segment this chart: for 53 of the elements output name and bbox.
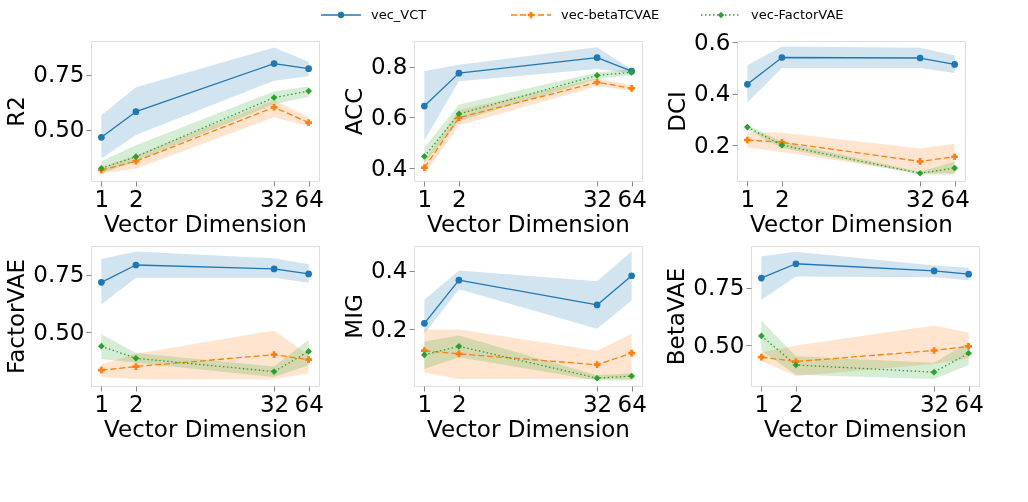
y-axis-title: MIG: [340, 294, 367, 339]
y-tick-label: 0.50: [33, 318, 85, 345]
y-axis-title: R2: [3, 96, 30, 127]
x-tick-label: 32: [259, 390, 290, 417]
x-axis-title: Vector Dimension: [104, 210, 307, 237]
x-tick-label: 32: [582, 390, 613, 417]
x-axis-title: Vector Dimension: [427, 210, 630, 237]
x-tick-label: 2: [129, 185, 144, 212]
y-tick-label: 0.6: [693, 28, 731, 55]
y-tick-label: 0.75: [33, 61, 85, 88]
x-tick-label: 32: [905, 185, 936, 212]
y-axis-title: FactorVAE: [3, 259, 30, 374]
x-tick-label: 1: [94, 390, 110, 417]
y-axis-title: DCI: [663, 91, 690, 132]
x-tick-label: 2: [452, 185, 467, 212]
x-tick-label: 64: [294, 390, 324, 417]
x-tick-label: 32: [582, 185, 613, 212]
y-tick-label: 0.75: [33, 261, 85, 288]
y-tick-label: 0.4: [370, 154, 408, 181]
y-tick-label: 0.75: [693, 274, 745, 301]
y-tick-label: 0.2: [693, 131, 731, 158]
x-tick-label: 64: [617, 390, 647, 417]
y-tick-label: 0.4: [693, 80, 731, 107]
x-tick-label: 1: [417, 185, 433, 212]
x-tick-label: 2: [452, 390, 467, 417]
x-tick-label: 1: [94, 185, 110, 212]
y-axis-title: ACC: [340, 87, 367, 136]
y-tick-label: 0.50: [693, 331, 745, 358]
legend-label: vec_VCT: [371, 7, 427, 22]
x-tick-label: 64: [294, 185, 324, 212]
legend-label: vec-betaTCVAE: [561, 7, 660, 22]
y-tick-label: 0.6: [370, 103, 408, 130]
x-tick-label: 64: [940, 185, 970, 212]
x-tick-label: 2: [789, 390, 804, 417]
y-axis-title: BetaVAE: [663, 267, 690, 366]
y-tick-label: 0.50: [33, 116, 85, 143]
x-tick-label: 32: [919, 390, 950, 417]
y-tick-label: 0.8: [370, 53, 408, 80]
x-axis-title: Vector Dimension: [427, 415, 630, 442]
y-tick-label: 0.4: [370, 257, 408, 284]
y-tick-label: 0.2: [370, 315, 408, 342]
x-tick-label: 64: [617, 185, 647, 212]
x-axis-title: Vector Dimension: [764, 415, 967, 442]
x-tick-label: 2: [775, 185, 790, 212]
x-axis-title: Vector Dimension: [104, 415, 307, 442]
x-axis-title: Vector Dimension: [750, 210, 953, 237]
x-tick-label: 2: [129, 390, 144, 417]
x-tick-label: 64: [954, 390, 984, 417]
x-tick-label: 32: [259, 185, 290, 212]
x-tick-label: 1: [754, 390, 770, 417]
x-tick-label: 1: [417, 390, 433, 417]
x-tick-label: 1: [740, 185, 756, 212]
legend-label: vec-FactorVAE: [751, 7, 844, 22]
